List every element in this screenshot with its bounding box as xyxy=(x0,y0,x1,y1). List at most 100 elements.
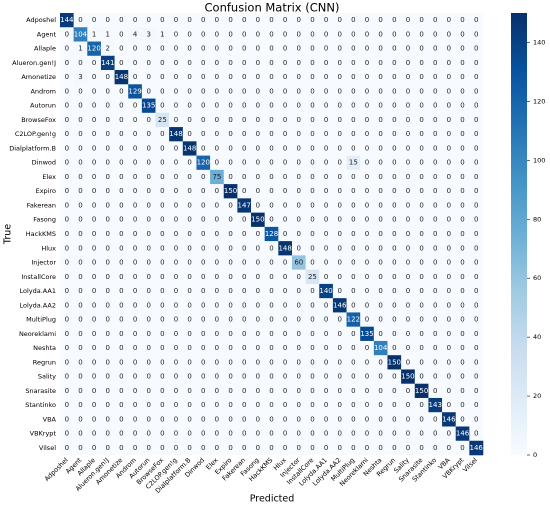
cell-label: 0 xyxy=(378,144,382,152)
cell-label: 0 xyxy=(460,102,464,110)
cell xyxy=(414,127,429,142)
cell xyxy=(169,84,184,99)
cell xyxy=(73,155,88,171)
cell-label: 0 xyxy=(378,159,382,167)
cell xyxy=(141,412,156,427)
cell-label: 0 xyxy=(406,259,410,267)
cell xyxy=(155,383,170,399)
cell xyxy=(469,283,484,299)
y-tick-label: Lolyda.AA2 xyxy=(19,301,56,309)
cell-label: 0 xyxy=(460,173,464,181)
cell xyxy=(319,383,334,399)
cell xyxy=(223,241,238,256)
cell xyxy=(305,226,320,242)
cell xyxy=(100,383,115,399)
cell-label: 0 xyxy=(269,287,273,295)
cell-label: 0 xyxy=(269,173,273,181)
cell-label: 0 xyxy=(215,159,219,167)
cell xyxy=(210,326,225,342)
y-tick-label: Dialplatform.B xyxy=(9,144,56,152)
cell-label: 0 xyxy=(337,273,341,281)
cell xyxy=(291,84,306,99)
cell-label: 0 xyxy=(324,116,328,124)
cell xyxy=(223,355,238,370)
cell-label: 0 xyxy=(133,373,137,381)
cell-label: 0 xyxy=(392,16,396,24)
cell xyxy=(414,112,429,128)
cell xyxy=(100,397,115,413)
cell-label: 0 xyxy=(119,387,123,395)
cell-label: 0 xyxy=(78,373,82,381)
cell-label: 0 xyxy=(269,59,273,67)
cell xyxy=(442,70,457,85)
cell xyxy=(169,226,184,242)
cell-label: 0 xyxy=(160,330,164,338)
cell xyxy=(196,298,211,313)
cell-label: 0 xyxy=(187,130,191,138)
cell-label: 0 xyxy=(78,358,82,366)
cell xyxy=(428,226,443,242)
cell xyxy=(278,269,293,285)
cell xyxy=(73,55,88,71)
cell-label: 0 xyxy=(460,187,464,195)
cell xyxy=(278,112,293,128)
cell xyxy=(237,155,252,171)
cell xyxy=(373,41,388,57)
cell-label: 0 xyxy=(365,159,369,167)
cell-label: 0 xyxy=(256,102,260,110)
cell xyxy=(169,184,184,199)
cell-label: 0 xyxy=(92,330,96,338)
cell xyxy=(346,226,361,242)
cell-label: 0 xyxy=(310,287,314,295)
cell xyxy=(87,397,102,413)
y-tick-label: Agent xyxy=(37,30,57,38)
cell-label: 0 xyxy=(187,102,191,110)
cell xyxy=(346,169,361,185)
cell xyxy=(442,127,457,142)
cell-label: 0 xyxy=(228,330,232,338)
cell-label: 0 xyxy=(119,130,123,138)
cell-label: 0 xyxy=(447,430,451,438)
cell-label: 0 xyxy=(242,444,246,452)
cell-label: 0 xyxy=(392,159,396,167)
cell xyxy=(387,326,402,342)
cell xyxy=(155,241,170,256)
cell xyxy=(73,340,88,356)
cell xyxy=(169,27,184,42)
cell xyxy=(278,184,293,199)
cell-label: 0 xyxy=(378,216,382,224)
cell xyxy=(428,98,443,114)
cell xyxy=(401,13,416,28)
cell-label: 0 xyxy=(297,216,301,224)
cell xyxy=(169,269,184,285)
cell-label: 0 xyxy=(201,387,205,395)
cell xyxy=(128,184,143,199)
cell-label: 0 xyxy=(474,273,478,281)
cell-label: 0 xyxy=(337,344,341,352)
cell xyxy=(346,70,361,85)
cell-label: 0 xyxy=(406,430,410,438)
cell-label: 0 xyxy=(215,373,219,381)
cell xyxy=(360,255,375,270)
cell-label: 0 xyxy=(324,358,328,366)
cell xyxy=(332,155,347,171)
cell xyxy=(291,41,306,57)
cell xyxy=(414,255,429,270)
cell xyxy=(291,13,306,28)
cell xyxy=(73,127,88,142)
cell-label: 0 xyxy=(146,173,150,181)
chart-title: Confusion Matrix (CNN) xyxy=(205,1,340,15)
cell-label: 0 xyxy=(337,201,341,209)
cell-label: 0 xyxy=(324,401,328,409)
cell xyxy=(455,98,470,114)
cell-label: 0 xyxy=(65,387,69,395)
cell-label: 0 xyxy=(187,173,191,181)
cell xyxy=(305,198,320,213)
cell xyxy=(442,13,457,28)
cell xyxy=(182,41,197,57)
cell xyxy=(469,41,484,57)
cell xyxy=(128,98,143,114)
cell xyxy=(387,169,402,185)
cell xyxy=(455,141,470,156)
cell-label: 0 xyxy=(242,259,246,267)
